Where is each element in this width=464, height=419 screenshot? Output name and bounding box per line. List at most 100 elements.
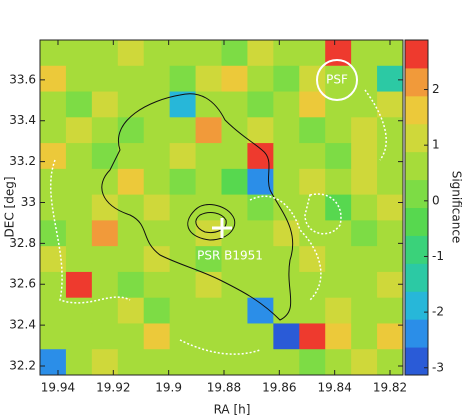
cell: [377, 117, 404, 144]
cell: [91, 168, 119, 196]
contours: [50, 89, 387, 355]
cell: [91, 143, 119, 170]
cell: [65, 271, 93, 299]
cell: [221, 143, 248, 170]
cell: [40, 297, 67, 324]
cell: [247, 168, 274, 196]
colorbar-band: [405, 347, 428, 376]
cell: [299, 323, 326, 350]
x-tick-label: 19.84: [317, 381, 351, 395]
colorbar-band: [405, 207, 428, 236]
y-tick-label: 33.4: [9, 113, 36, 127]
cell: [91, 271, 119, 299]
cell: [91, 65, 119, 93]
cell: [247, 246, 274, 273]
cell: [195, 323, 222, 350]
cell: [247, 91, 274, 118]
cell: [325, 91, 352, 118]
source-marker: [212, 218, 232, 238]
contour: [101, 93, 294, 321]
cell: [169, 194, 197, 221]
cell: [299, 91, 326, 118]
cell: [143, 40, 171, 67]
cell: [273, 271, 300, 299]
cell: [143, 194, 171, 221]
cell: [221, 65, 248, 93]
cell: [65, 349, 93, 376]
cell: [91, 117, 119, 144]
cell: [117, 220, 145, 247]
cell: [169, 40, 197, 67]
cell: [325, 323, 352, 350]
cell: [273, 297, 300, 324]
annotation: PSF: [326, 73, 348, 87]
cell: [273, 91, 300, 118]
y-tick-label: 33.6: [9, 72, 36, 86]
x-tick-label: 19.9: [155, 381, 182, 395]
cell: [117, 168, 145, 196]
psf-circle: [316, 59, 358, 101]
cell: [195, 117, 222, 144]
cell: [377, 246, 404, 273]
cell: [65, 91, 93, 118]
cell: [169, 297, 197, 324]
cell: [325, 220, 352, 247]
y-tick-label: 33: [21, 195, 36, 209]
cell: [117, 349, 145, 376]
cell: [325, 271, 352, 299]
cell: [273, 246, 300, 273]
cell: [247, 117, 274, 144]
plot-frame: [39, 39, 404, 376]
cell: [273, 349, 300, 376]
cell: [195, 297, 222, 324]
cell: [117, 91, 145, 118]
cell: [221, 246, 248, 273]
cell: [40, 168, 67, 196]
cell: [65, 297, 93, 324]
cell: [273, 220, 300, 247]
colorbar-tick-label: 1: [432, 138, 440, 152]
cell: [351, 194, 378, 221]
cell: [195, 40, 222, 67]
cell: [299, 349, 326, 376]
colorbar-band: [405, 235, 428, 264]
y-tick-label: 32.8: [9, 236, 36, 250]
cell: [299, 297, 326, 324]
cell: [351, 271, 378, 299]
cell: [325, 349, 352, 376]
cell: [299, 117, 326, 144]
colorbar-frame: [404, 39, 429, 376]
cell: [40, 349, 67, 376]
cell: [299, 143, 326, 170]
cell: [65, 143, 93, 170]
colorbar-tick-label: 0: [432, 193, 440, 207]
contour: [50, 89, 387, 355]
cell: [377, 143, 404, 170]
cell: [299, 271, 326, 299]
x-tick-label: 19.82: [373, 381, 407, 395]
cell: [325, 117, 352, 144]
cell: [221, 117, 248, 144]
cell: [143, 91, 171, 118]
cell: [117, 323, 145, 350]
cell: [247, 143, 274, 170]
cell: [195, 194, 222, 221]
cell: [195, 91, 222, 118]
contour: [187, 204, 236, 241]
cell: [65, 194, 93, 221]
cell: [117, 246, 145, 273]
cell: [351, 297, 378, 324]
cell: [247, 271, 274, 299]
cell: [221, 271, 248, 299]
cell: [65, 117, 93, 144]
cell: [221, 91, 248, 118]
cell: [65, 40, 93, 67]
cell: [169, 117, 197, 144]
cell: [351, 40, 378, 67]
cell: [169, 91, 197, 118]
colorbar-band: [405, 67, 428, 97]
cell: [221, 40, 248, 67]
cell: [40, 220, 67, 247]
cell: [351, 168, 378, 196]
cell: [169, 143, 197, 170]
